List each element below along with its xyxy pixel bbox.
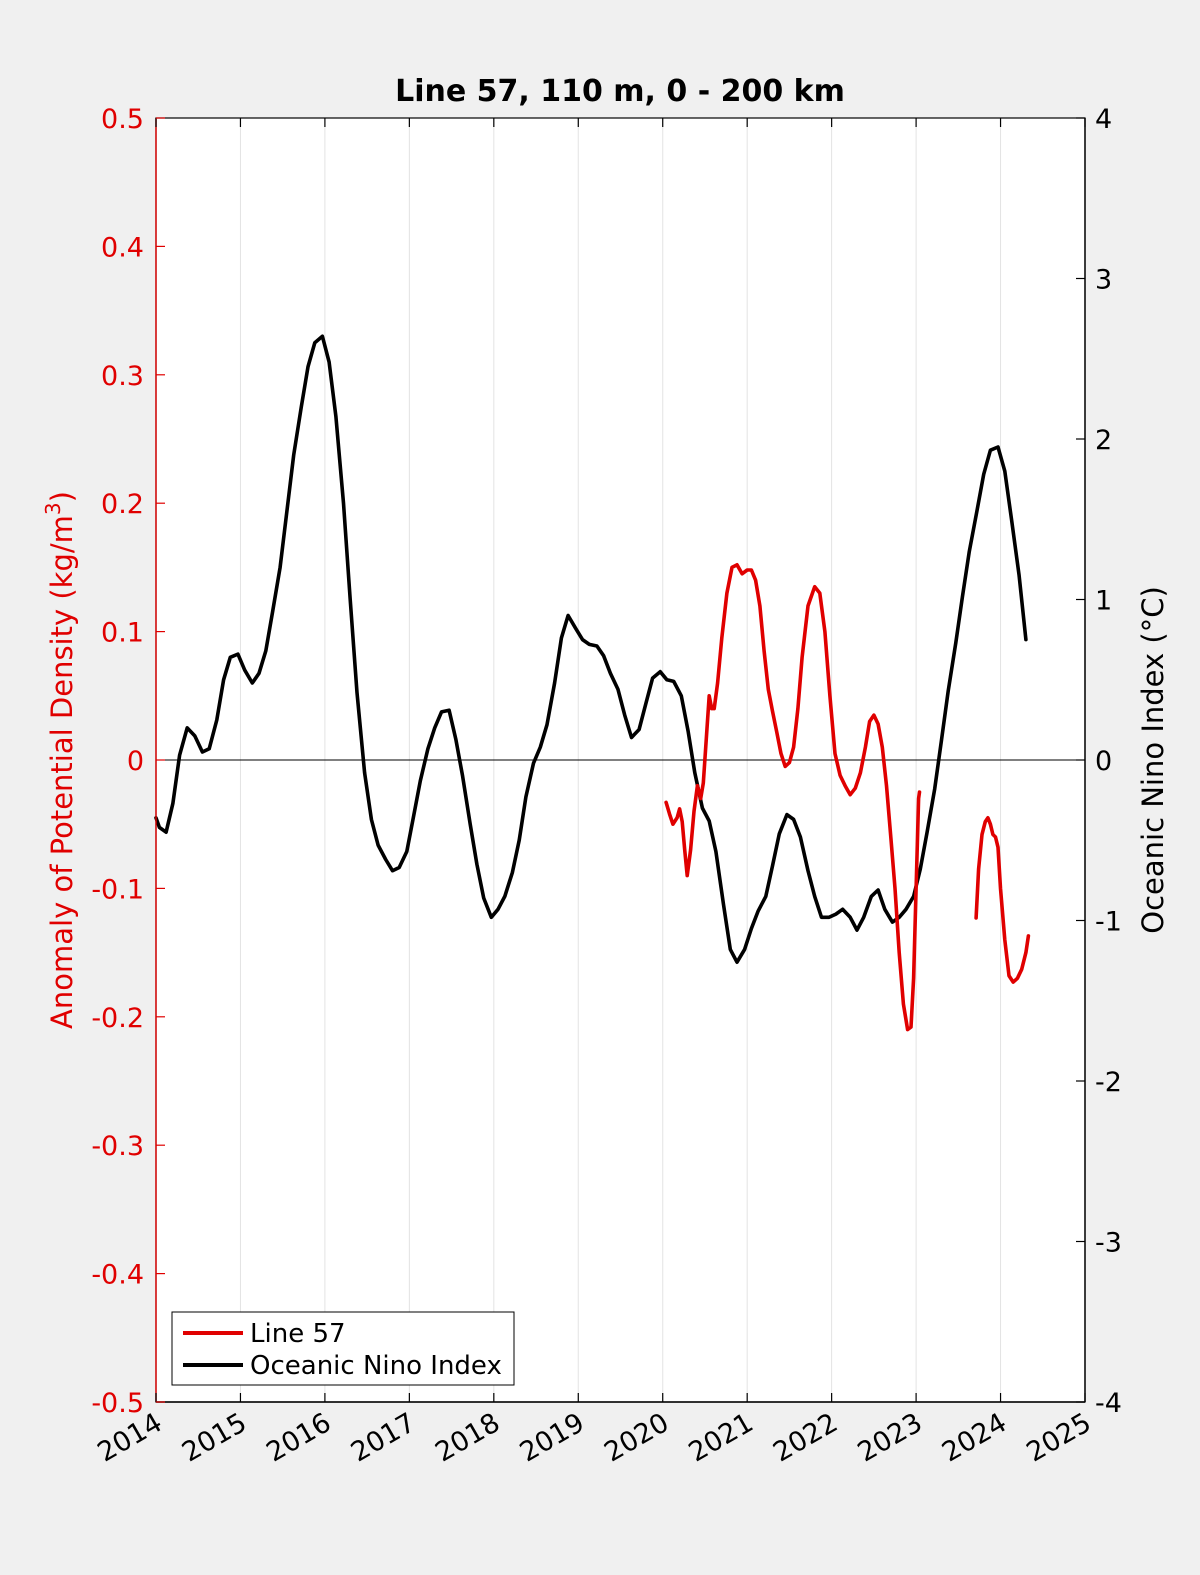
left-axis-label-superscript: 3: [41, 502, 65, 515]
right-tick-label--1: -1: [1095, 907, 1122, 938]
chart-title: Line 57, 110 m, 0 - 200 km: [395, 74, 845, 109]
legend: Line 57 Oceanic Nino Index: [171, 1311, 515, 1386]
left-tick-label--0.3: -0.3: [91, 1131, 144, 1162]
right-tick-label--4: -4: [1095, 1388, 1122, 1419]
left-tick-label-0.1: 0.1: [101, 618, 144, 649]
left-axis-ticks: -0.5 -0.4 -0.3 -0.2 -0.1 0 0.1 0.2 0.3 0.4 0.5: [91, 104, 165, 1419]
legend-label-oceanic-nino-index: Oceanic Nino Index: [250, 1351, 502, 1381]
right-tick-label-2: 2: [1095, 425, 1112, 456]
right-tick-label--3: -3: [1095, 1228, 1122, 1259]
right-tick-label-1: 1: [1095, 586, 1112, 617]
right-axis-label: Oceanic Nino Index (°C): [1136, 586, 1170, 934]
left-axis-label-base: Anomaly of Potential Density (kg/m: [45, 515, 79, 1029]
left-tick-label-0: 0: [127, 746, 144, 777]
series-line-line-57-segment-1: [664, 562, 922, 1032]
left-axis-label: Anomaly of Potential Density (kg/m3): [41, 491, 79, 1029]
left-tick-label-0.3: 0.3: [101, 361, 144, 392]
left-tick-label-0.5: 0.5: [101, 104, 144, 135]
series-line-oceanic-nino-index: [154, 334, 1028, 965]
left-tick-label--0.2: -0.2: [91, 1003, 144, 1034]
series-layer: [154, 334, 1031, 1032]
left-tick-label--0.4: -0.4: [91, 1260, 144, 1291]
left-axis-label-end: ): [45, 491, 79, 502]
right-tick-label-4: 4: [1095, 104, 1112, 135]
left-tick-label--0.1: -0.1: [91, 874, 144, 905]
legend-box: [171, 1311, 515, 1386]
series-line-line-57-segment-2: [974, 815, 1031, 984]
right-tick-label-0: 0: [1095, 746, 1112, 777]
right-tick-label-3: 3: [1095, 265, 1112, 296]
left-tick-label-0.4: 0.4: [101, 232, 144, 263]
legend-label-line-57: Line 57: [250, 1319, 346, 1349]
left-tick-label--0.5: -0.5: [91, 1388, 144, 1419]
right-tick-label--2: -2: [1095, 1067, 1122, 1098]
right-axis-ticks: -4 -3 -2 -1 0 1 2 3 4: [1076, 104, 1122, 1419]
left-tick-label-0.2: 0.2: [101, 489, 144, 520]
